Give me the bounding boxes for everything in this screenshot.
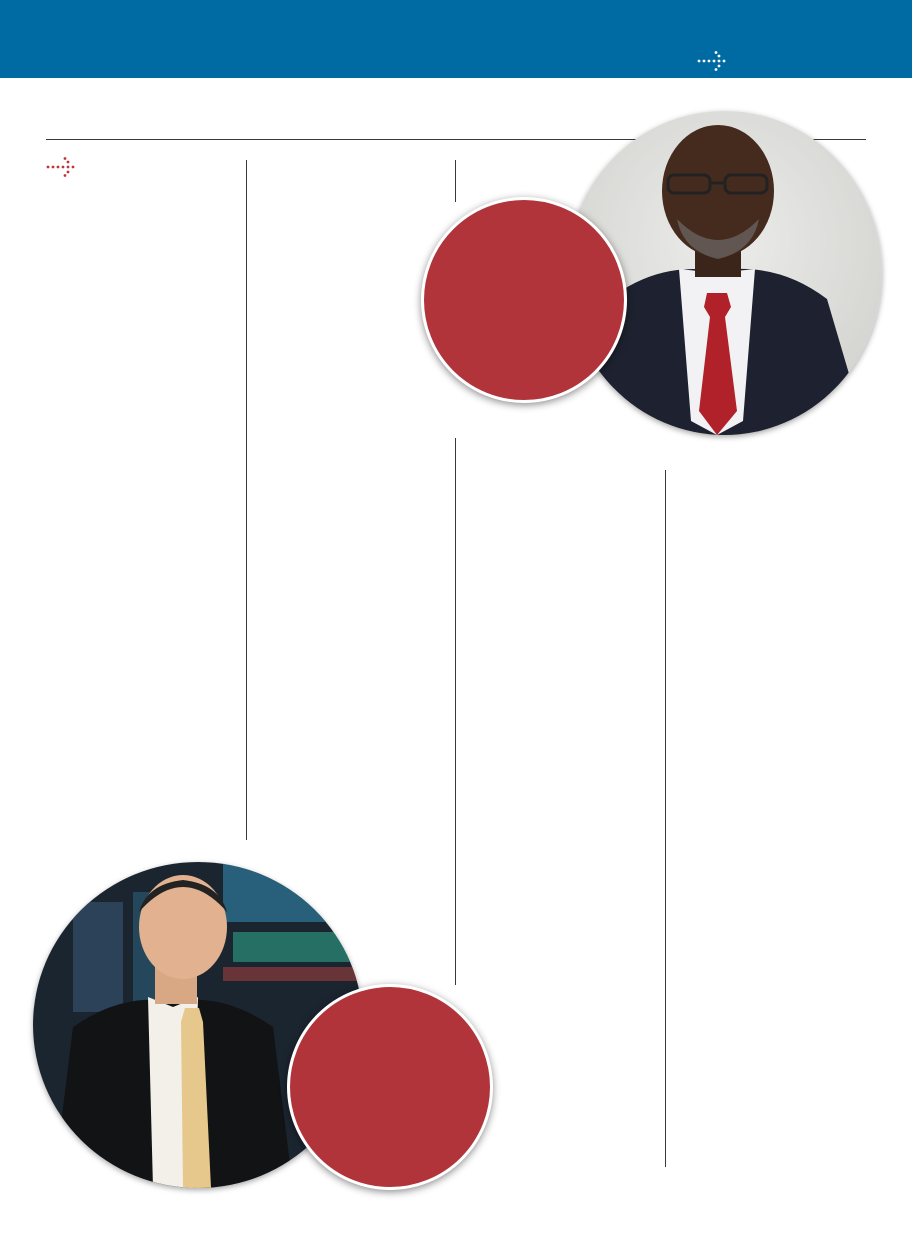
column-divider-3 <box>665 470 666 1167</box>
pullquote-disc-top <box>421 197 627 403</box>
column-divider-2b <box>455 438 456 985</box>
section-divider <box>46 139 866 140</box>
header-banner <box>0 0 912 78</box>
column-divider-2a <box>455 160 456 202</box>
dotted-arrow-right-icon <box>697 51 726 71</box>
column-divider-1 <box>246 160 247 840</box>
pullquote-disc-bottom <box>287 984 493 1190</box>
portrait-photo-top <box>567 111 882 435</box>
section-marker-icon <box>46 157 75 177</box>
